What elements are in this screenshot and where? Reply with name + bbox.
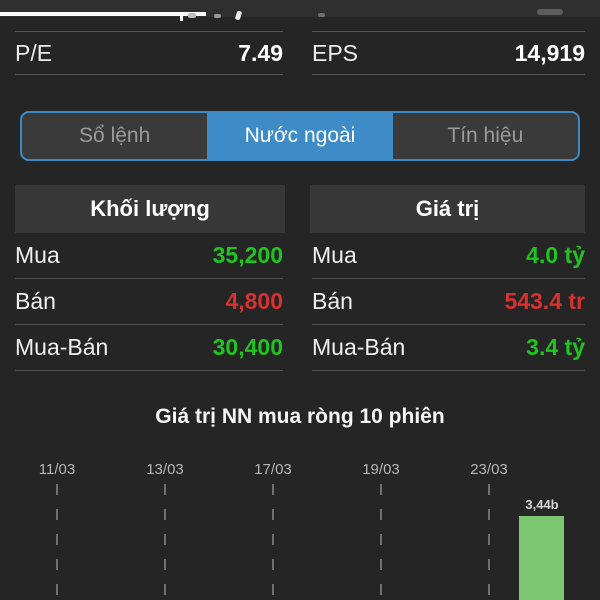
dashed-gridline (380, 484, 382, 600)
eps-stat-row: EPS 14,919 (312, 31, 585, 75)
net-buy-bar (519, 516, 564, 600)
cutoff-comma-fragment (234, 10, 243, 21)
bar-value-label: 3,44b (525, 497, 559, 512)
value-column: Mua 4.0 tỷ Bán 543.4 tr Mua-Bán 3.4 tỷ (312, 233, 585, 371)
row-label: Bán (15, 288, 56, 314)
pe-label: P/E (15, 39, 53, 66)
x-axis-label: 19/03 (362, 461, 400, 478)
table-row: Mua 4.0 tỷ (312, 233, 585, 279)
tab-so-lenh[interactable]: Sổ lệnh (79, 124, 151, 147)
cutoff-underline (0, 12, 206, 16)
row-label: Mua (15, 242, 60, 268)
row-label: Bán (312, 288, 353, 314)
x-axis-label: 17/03 (254, 461, 292, 478)
table-row: Bán 543.4 tr (312, 279, 585, 325)
row-value: 4,800 (225, 288, 283, 314)
cutoff-glyph-fragment (214, 14, 221, 18)
dashed-gridline (56, 484, 58, 600)
dashed-gridline (164, 484, 166, 600)
header-volume: Khối lượng (15, 185, 285, 233)
pe-stat-row: P/E 7.49 (15, 31, 283, 75)
tab-tin-hieu[interactable]: Tín hiệu (447, 124, 524, 147)
cutoff-glyph-fragment (537, 9, 563, 15)
table-row: Mua 35,200 (15, 233, 283, 279)
row-value: 30,400 (212, 334, 283, 360)
row-label: Mua-Bán (312, 334, 406, 360)
cutoff-row-remnant (0, 0, 600, 21)
x-axis-label: 13/03 (146, 461, 184, 478)
row-value: 35,200 (212, 242, 283, 268)
x-axis-label: 11/03 (38, 461, 76, 478)
eps-label: EPS (312, 39, 359, 66)
tab-nuoc-ngoai[interactable]: Nước ngoài (207, 113, 393, 159)
row-value: 543.4 tr (504, 288, 585, 314)
row-value: 4.0 tỷ (526, 242, 585, 268)
segmented-control: Sổ lệnh Nước ngoài Tín hiệu (20, 111, 580, 161)
row-value: 3.4 tỷ (526, 334, 585, 360)
volume-column: Mua 35,200 Bán 4,800 Mua-Bán 30,400 (15, 233, 283, 371)
dashed-gridline (272, 484, 274, 600)
row-label: Mua-Bán (15, 334, 109, 360)
header-value: Giá trị (310, 185, 585, 233)
eps-value: 14,919 (514, 39, 585, 66)
row-label: Mua (312, 242, 357, 268)
cutoff-glyph-fragment (318, 13, 325, 17)
table-row: Mua-Bán 30,400 (15, 325, 283, 371)
pe-value: 7.49 (238, 39, 283, 66)
cutoff-glyph-fragment (188, 13, 196, 18)
table-row: Bán 4,800 (15, 279, 283, 325)
cutoff-tick (180, 12, 183, 21)
x-axis-label: 23/03 (470, 461, 508, 478)
dashed-gridline (488, 484, 490, 600)
chart-title: Giá trị NN mua ròng 10 phiên (155, 405, 445, 428)
table-row: Mua-Bán 3.4 tỷ (312, 325, 585, 371)
